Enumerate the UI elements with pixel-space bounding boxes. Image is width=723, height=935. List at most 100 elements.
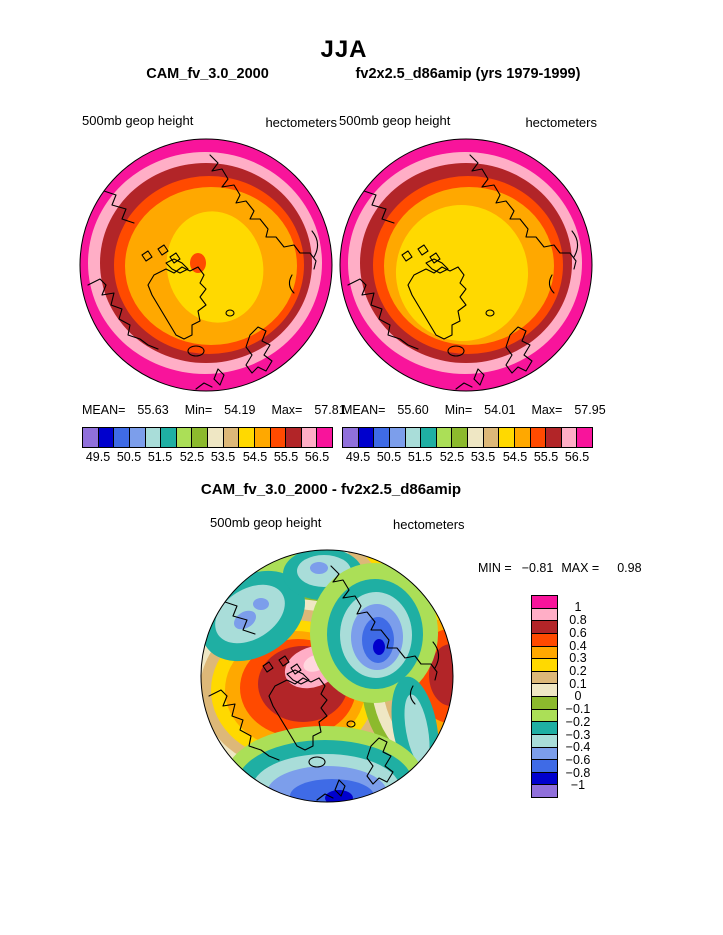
colorbar-tick: 0.4 — [569, 639, 587, 653]
contour-band — [166, 211, 264, 323]
contour-band — [310, 562, 328, 574]
colorbar-segment — [161, 428, 177, 447]
colorbar-segment — [145, 428, 162, 447]
right-field-label: 500mb geop height — [339, 113, 451, 128]
colorbar-segment — [436, 428, 453, 447]
colorbar-segment — [532, 608, 557, 622]
contour-band — [404, 694, 430, 766]
coastlines — [347, 154, 579, 390]
colorbar-segment — [452, 428, 468, 447]
colorbar-tick: −1 — [570, 778, 586, 792]
contour-fill-group — [340, 139, 592, 391]
europe-coast — [316, 793, 334, 801]
colorbar-segment — [176, 428, 193, 447]
colorbar-tick: 49.5 — [85, 450, 111, 464]
figure-title: JJA — [320, 36, 368, 63]
colorbar-segment — [532, 734, 557, 748]
colorbar-tick: 51.5 — [147, 450, 173, 464]
stat-value: 57.81 — [314, 403, 346, 417]
colorbar-segment — [530, 428, 547, 447]
eurasia-coast — [209, 154, 317, 270]
colorbar-segment — [358, 428, 375, 447]
arctic-island — [157, 244, 169, 256]
colorbar-tick: −0.2 — [565, 715, 591, 729]
iceland-coast — [187, 345, 205, 357]
colorbar-tick: 53.5 — [210, 450, 236, 464]
right-edge-coast — [432, 641, 440, 669]
stat-value: 0.98 — [617, 561, 642, 575]
colorbar-segment — [468, 428, 484, 447]
colorbar-segment — [546, 428, 562, 447]
map-fv2x2-5-d86amip — [339, 138, 593, 392]
right-colorbar-ticks: 49.5 50.5 51.5 52.5 53.5 54.5 55.5 56.5 — [342, 450, 593, 465]
colorbar-segment — [98, 428, 115, 447]
left-colorbar — [82, 427, 333, 448]
colorbar-segment — [301, 428, 318, 447]
contour-band — [429, 644, 453, 706]
colorbar-segment — [532, 772, 557, 786]
novaya-zemlya-coast — [409, 685, 416, 705]
map-outline — [339, 138, 593, 392]
arctic-island — [417, 244, 429, 256]
stat-value: 55.60 — [397, 403, 429, 417]
colorbar-segment — [421, 428, 437, 447]
colorbar-segment — [514, 428, 531, 447]
contour-fill-group — [201, 550, 453, 802]
iceland-coast — [447, 345, 465, 357]
colorbar-tick: 50.5 — [116, 450, 142, 464]
svalbard-coast — [225, 309, 235, 317]
colorbar-tick: 52.5 — [439, 450, 465, 464]
map-outline — [79, 138, 333, 392]
colorbar-segment — [114, 428, 130, 447]
scandinavia-coast — [366, 737, 394, 785]
british-isles-coast — [473, 368, 485, 386]
right-units-label: hectometers — [525, 115, 597, 130]
colorbar-tick: 0.8 — [569, 613, 587, 627]
colorbar-segment — [286, 428, 302, 447]
colorbar-tick: 0.6 — [569, 626, 587, 640]
left-units-label: hectometers — [265, 115, 337, 130]
contour-band — [325, 790, 353, 802]
stat-value: 54.19 — [224, 403, 256, 417]
colorbar-tick: −0.3 — [565, 728, 591, 742]
colorbar-segment — [532, 621, 557, 634]
colorbar-segment — [223, 428, 240, 447]
colorbar-segment — [192, 428, 208, 447]
contour-fill-group — [80, 139, 332, 391]
colorbar-tick: 56.5 — [304, 450, 330, 464]
stat-label: Min= — [444, 403, 473, 417]
colorbar-segment — [254, 428, 271, 447]
colorbar-segment — [483, 428, 500, 447]
right-edge-coast — [311, 230, 319, 258]
left-stats-row: MEAN= 55.63 Min= 54.19 Max= 57.81 — [82, 403, 346, 417]
colorbar-segment — [532, 659, 557, 672]
europe-coast — [195, 382, 213, 390]
colorbar-tick: 55.5 — [273, 450, 299, 464]
colorbar-segment — [532, 671, 557, 685]
arctic-island — [429, 252, 441, 264]
arctic-island — [286, 669, 310, 685]
colorbar-segment — [532, 596, 557, 609]
stat-label: Min= — [184, 403, 213, 417]
stat-label: MEAN= — [82, 403, 126, 417]
polar-contour-spot — [190, 253, 206, 273]
arctic-island — [262, 661, 274, 673]
right-colorbar — [342, 427, 593, 448]
contour-band — [253, 598, 269, 610]
colorbar-segment — [577, 428, 592, 447]
colorbar-segment — [532, 747, 557, 761]
colorbar-segment — [499, 428, 515, 447]
colorbar-tick: 49.5 — [345, 450, 371, 464]
diff-colorbar — [531, 595, 558, 798]
iceland-coast — [308, 756, 326, 768]
stat-label: MAX = — [561, 561, 600, 575]
colorbar-segment — [317, 428, 332, 447]
colorbar-segment — [532, 722, 557, 735]
colorbar-tick: 55.5 — [533, 450, 559, 464]
arctic-island — [290, 663, 302, 675]
stat-value: 55.63 — [137, 403, 169, 417]
diff-title: CAM_fv_3.0_2000 - fv2x2.5_d86amip — [200, 481, 462, 498]
colorbar-tick: 52.5 — [179, 450, 205, 464]
alaska-coast — [363, 190, 395, 224]
coastlines — [87, 154, 319, 390]
